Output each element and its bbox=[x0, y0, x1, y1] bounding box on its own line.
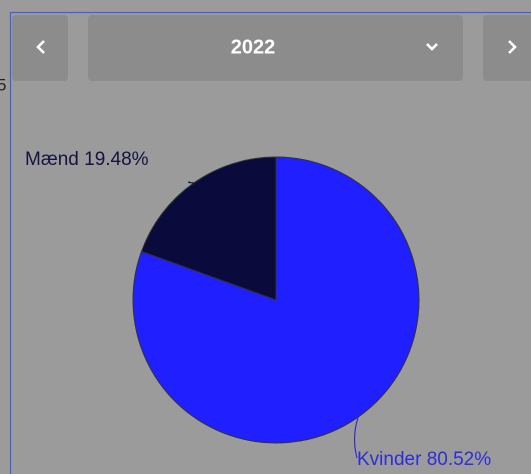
side-label: 5 bbox=[0, 75, 6, 94]
selection-border bbox=[9, 11, 531, 474]
next-icon[interactable] bbox=[508, 40, 517, 54]
leader-line bbox=[188, 181, 194, 184]
slice-label: Kvinder 80.52% bbox=[357, 449, 491, 470]
leader-line bbox=[353, 416, 359, 459]
next-button-bg[interactable] bbox=[483, 15, 531, 81]
dropdown-chevron[interactable] bbox=[426, 43, 438, 51]
year-dropdown-bg[interactable] bbox=[88, 15, 463, 81]
slice-label: Mænd 19.48% bbox=[25, 149, 149, 170]
pie-slice bbox=[140, 156, 277, 301]
pie-slice bbox=[132, 156, 420, 444]
prev-button[interactable] bbox=[12, 15, 68, 81]
next-button[interactable] bbox=[483, 15, 531, 81]
year-text[interactable]: 2022 bbox=[231, 36, 276, 58]
year-dropdown[interactable]: 2022 bbox=[88, 15, 463, 81]
prev-icon[interactable] bbox=[36, 40, 45, 54]
